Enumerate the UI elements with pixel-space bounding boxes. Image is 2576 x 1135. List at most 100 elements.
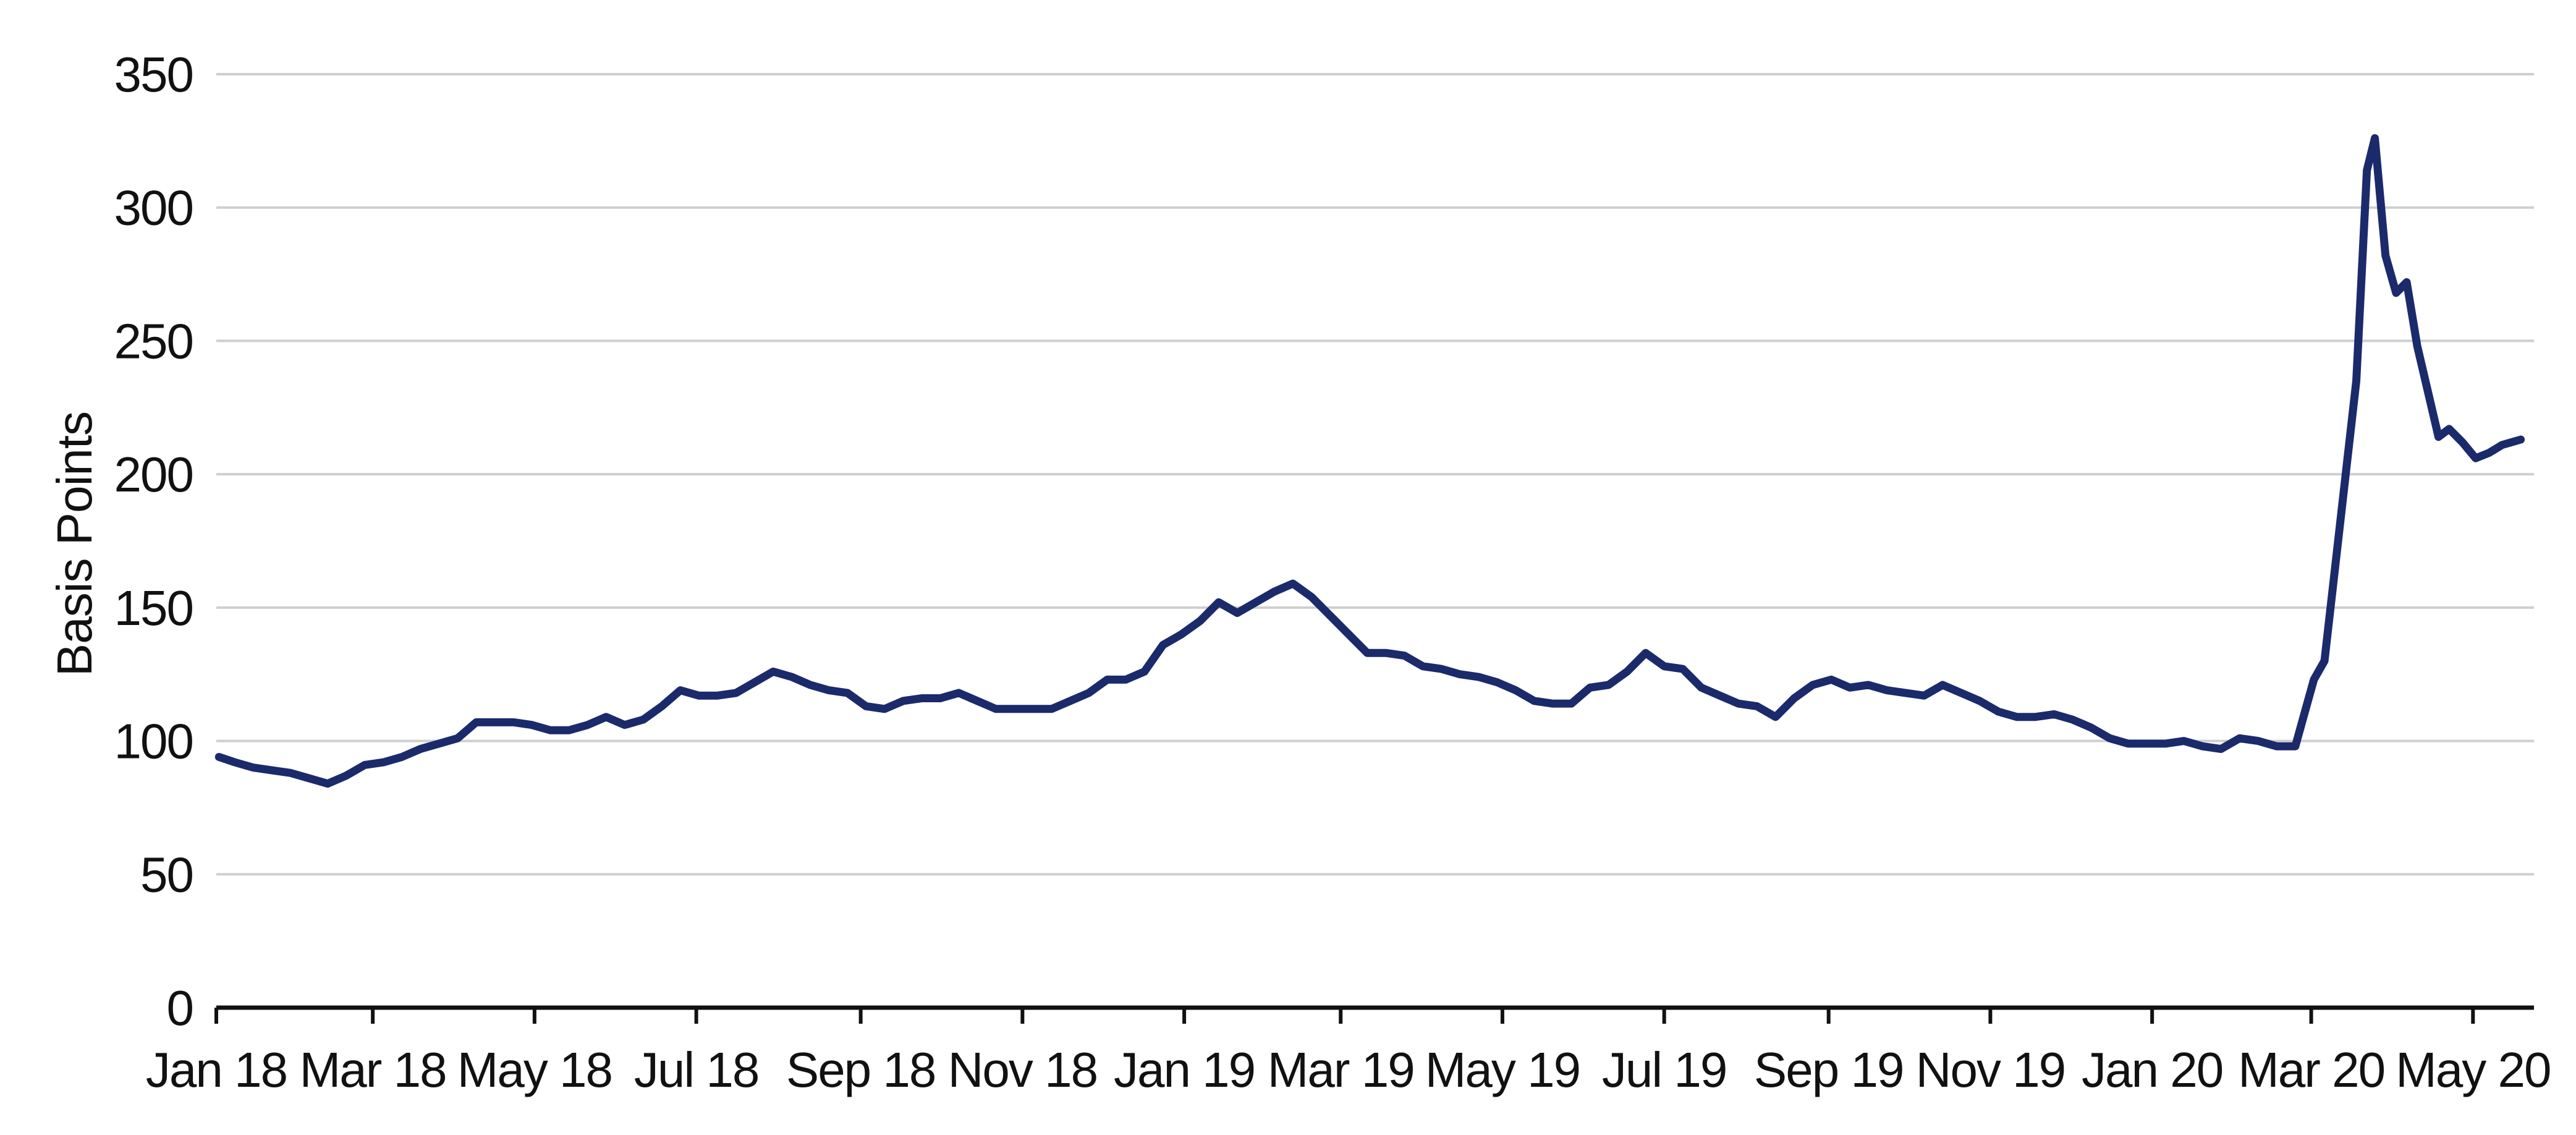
data-point [2295,746,2296,747]
data-point [1608,684,1609,686]
data-point [1589,687,1591,689]
x-tick-label: Nov 19 [1916,1042,2065,1097]
data-point [1366,652,1368,653]
data-point [735,692,737,694]
data-point [494,721,496,723]
data-point [2072,719,2074,720]
x-tick-label: Mar 18 [300,1042,446,1097]
data-point [2183,740,2185,742]
data-point [1960,692,1962,694]
data-point [1237,612,1238,614]
data-point [234,762,235,763]
data-point [2220,748,2222,750]
x-tick-label: May 20 [2396,1042,2550,1097]
data-point [2324,660,2325,661]
data-point [383,762,384,763]
data-point [642,719,644,720]
data-point [1886,689,1888,691]
data-point [1496,681,1498,683]
data-point [512,721,514,723]
data-point [939,697,941,699]
data-point [2053,713,2055,715]
data-point [271,770,273,771]
data-point [1051,708,1053,710]
data-point [680,689,681,691]
data-point [698,695,700,697]
y-tick-label: 100 [114,714,193,769]
y-tick-label: 350 [114,47,193,102]
gridlines [216,73,2534,876]
data-point [2501,444,2503,446]
data-point [1719,695,1721,697]
data-point [1849,687,1850,689]
data-point [401,756,403,758]
x-tick-label: Nov 18 [948,1042,1097,1097]
data-point [420,748,422,750]
y-tick-label: 150 [114,580,193,636]
data-point [1143,671,1145,673]
x-tick-label: Jan 20 [2082,1042,2222,1097]
data-point [290,772,291,774]
data-point [810,684,811,686]
data-point [2427,391,2429,393]
data-point [902,700,904,702]
x-tick-label: Jul 19 [1602,1042,1726,1097]
data-point [1422,665,1424,667]
x-tick-label: May 19 [1425,1042,1580,1097]
data-point [1032,708,1034,710]
data-point [1162,644,1164,646]
data-point [1329,615,1331,616]
data-point [2448,428,2450,430]
data-point [791,676,792,678]
data-point [977,700,978,702]
data-point [1385,652,1386,653]
data-point [754,681,755,683]
y-tick-label: 0 [167,980,193,1035]
x-tick-label: Mar 19 [1268,1042,1414,1097]
data-point [2146,743,2148,744]
data-point [1812,684,1813,686]
data-point [717,695,718,697]
data-point [1868,684,1869,686]
data-point [2313,679,2315,681]
data-point [1478,676,1480,678]
x-tick-label: Jul 18 [634,1042,758,1097]
data-point [327,783,329,784]
data-point [624,724,625,726]
data-point [1998,711,1999,712]
x-tick-label: Sep 18 [786,1042,936,1097]
series-layer [214,134,2525,788]
data-point [364,764,366,766]
data-point [1533,700,1535,702]
data-point [1292,583,1294,584]
data-point [1255,602,1256,603]
data-point [1700,687,1702,689]
data-point [1218,602,1219,603]
data-point [2109,738,2111,739]
data-point [1831,679,1832,681]
data-point [1069,700,1071,702]
data-point [1180,634,1182,635]
data-point [1626,671,1628,673]
data-point [531,724,533,726]
data-point [1014,708,1015,710]
data-point [661,705,663,707]
data-point [958,692,960,694]
data-point [2384,255,2386,257]
tick-labels: 0 50 100 150 200 250 300 350 Jan 18 Mar 18 May 18 J… [114,47,2552,1097]
data-point [2475,457,2476,459]
data-point [2417,346,2418,347]
data-point [2396,292,2397,294]
data-point [828,689,829,691]
data-point [549,729,551,731]
data-point [475,721,477,723]
data-point [1404,655,1405,657]
data-point [1756,705,1758,707]
data-point [2016,716,2018,718]
data-point [1088,692,1090,694]
data-point [1125,679,1127,681]
x-tick-label: May 18 [457,1042,612,1097]
data-point [2345,474,2347,475]
data-point [2035,716,2036,718]
